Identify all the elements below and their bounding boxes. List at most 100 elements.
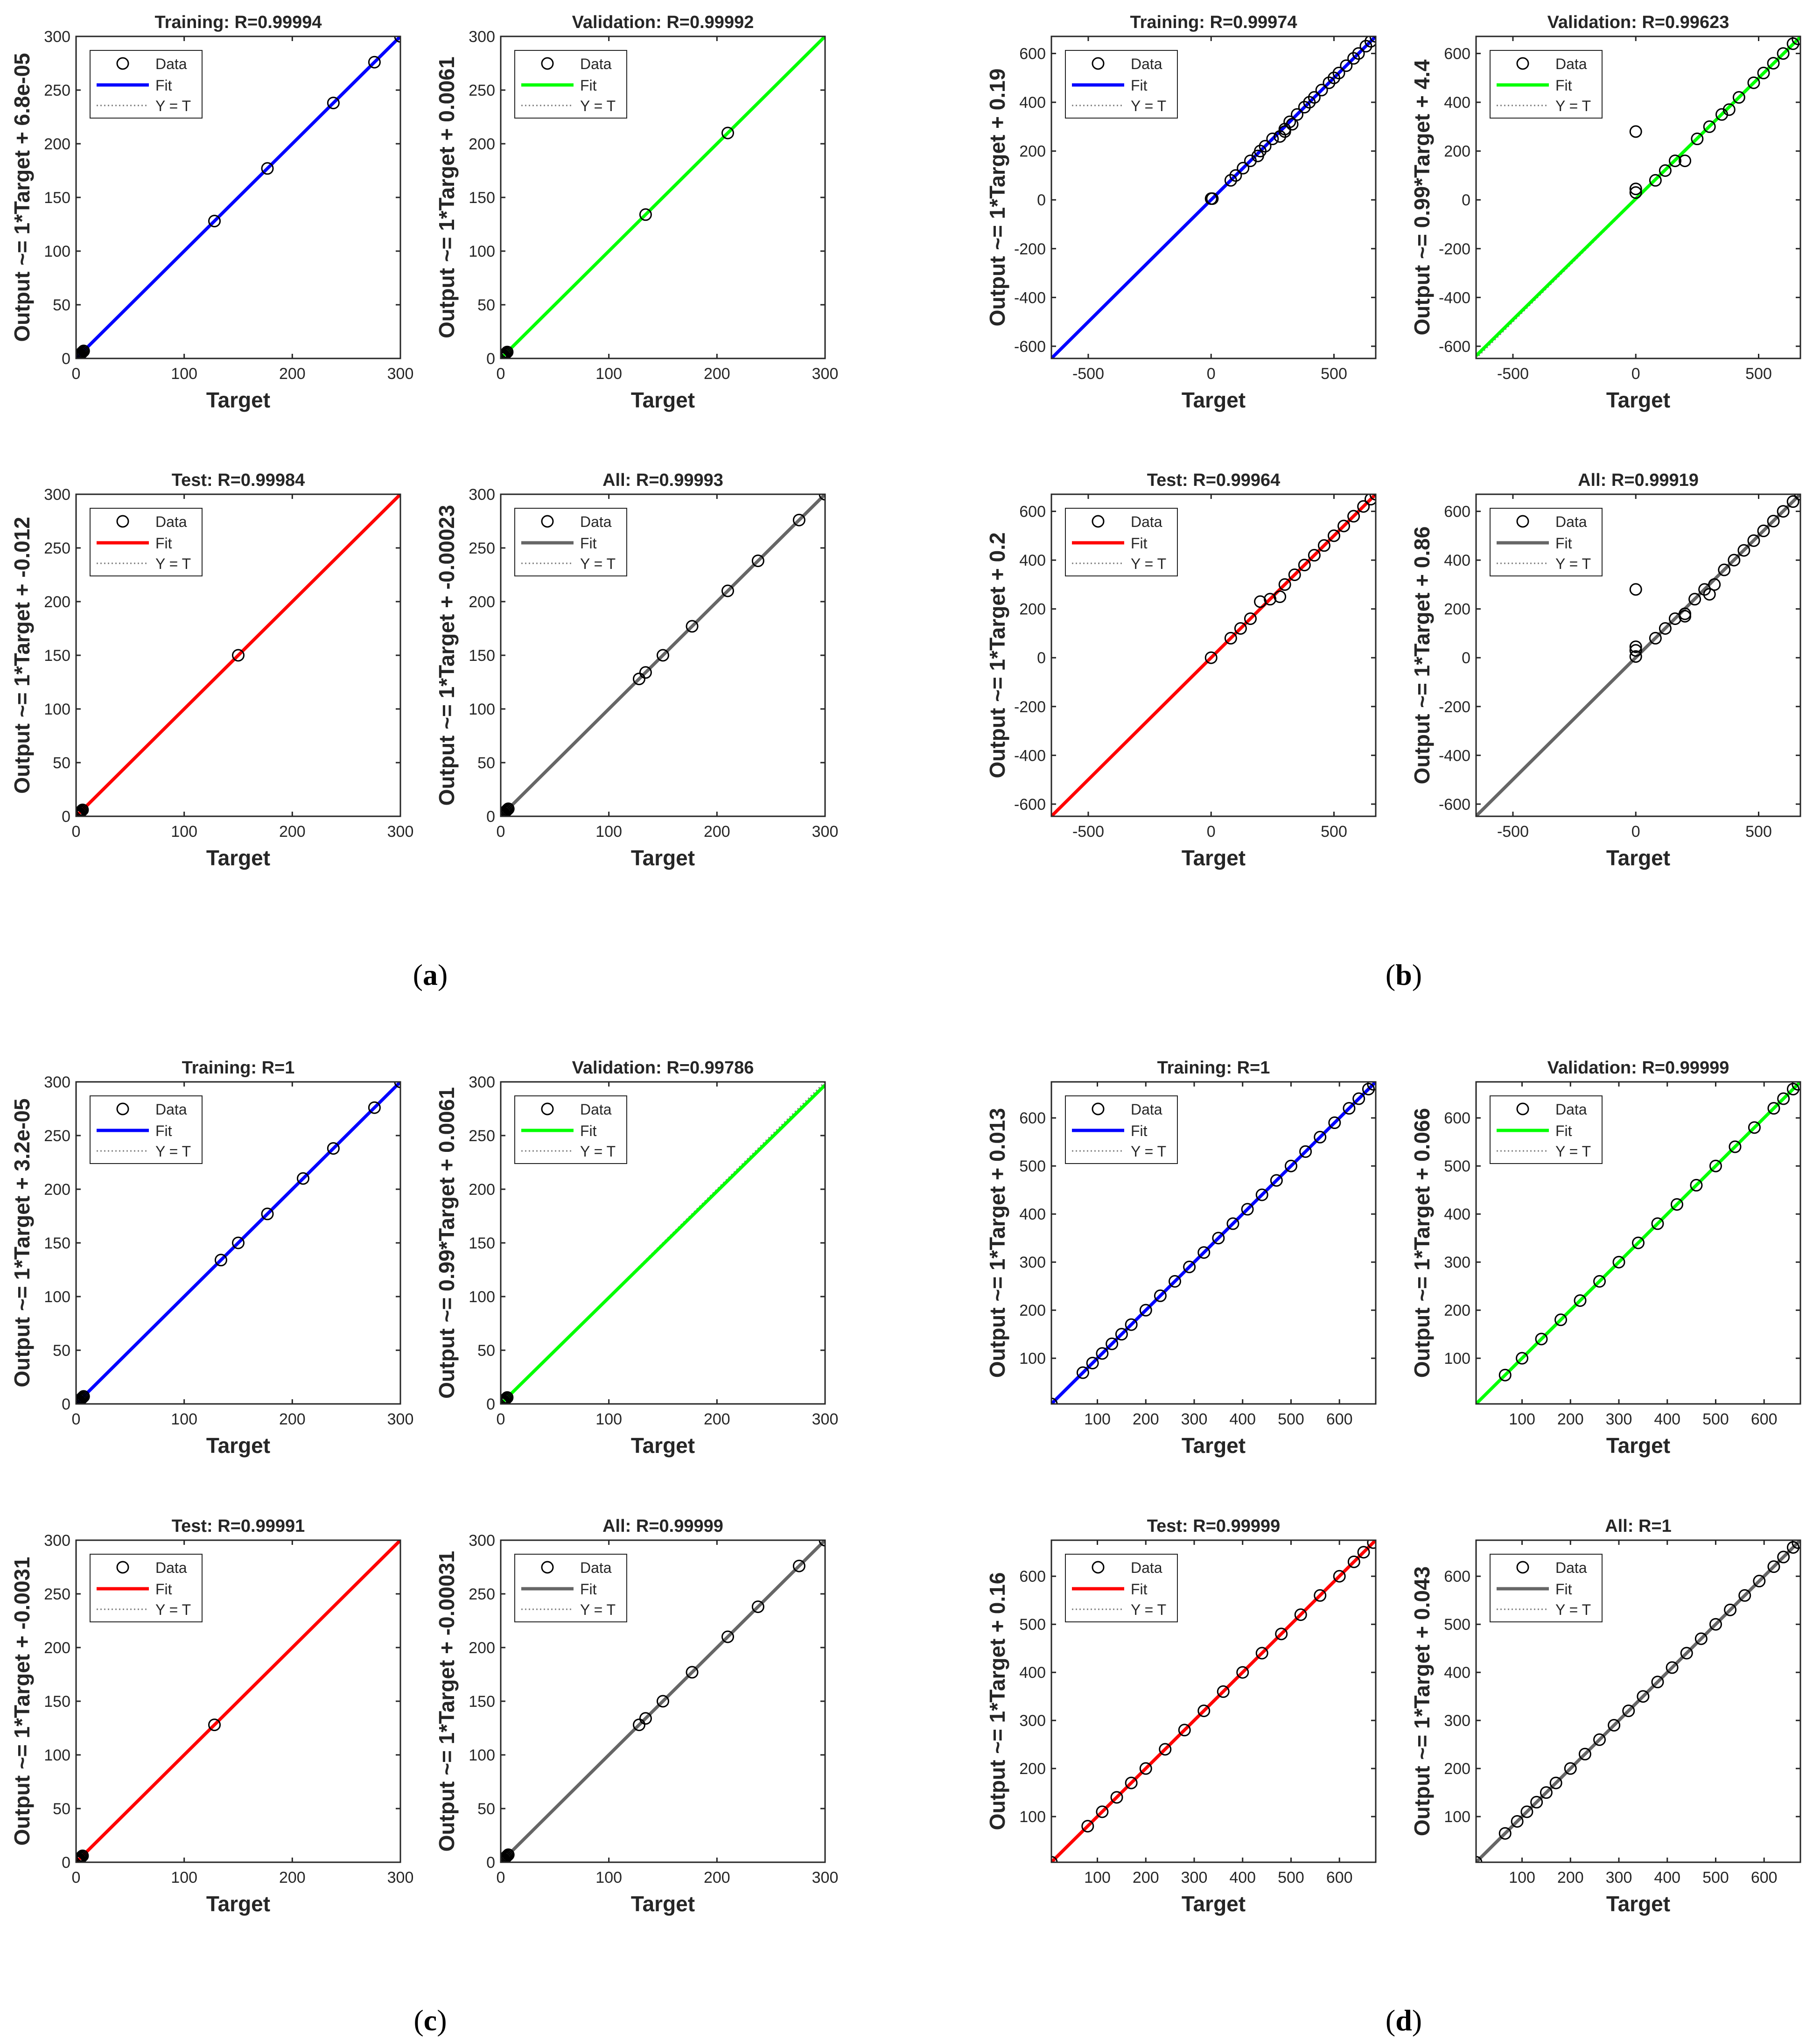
y-tick-label: 0	[62, 1854, 70, 1872]
data-point	[1629, 125, 1642, 138]
data-point	[501, 805, 513, 816]
plot-title: Test: R=0.99999	[1147, 1516, 1281, 1536]
legend-data-label: Data	[1131, 56, 1162, 72]
x-tick-label: 300	[1181, 1410, 1208, 1428]
plot-content	[501, 494, 825, 816]
data-point	[501, 1849, 514, 1862]
plot-title: Validation: R=0.99623	[1547, 13, 1729, 32]
caption-d: (d)	[1386, 2004, 1422, 2037]
data-point	[76, 1391, 89, 1404]
fit-line	[1476, 1540, 1800, 1862]
x-tick-label: 400	[1229, 1410, 1256, 1428]
legend-data-label: Data	[1131, 513, 1162, 530]
plot-title: Training: R=0.99974	[1130, 13, 1297, 32]
data-point	[501, 1851, 513, 1862]
y-axis-label: Output ~= 1*Target + 0.19	[985, 69, 1009, 327]
legend: Data Fit Y = T	[90, 1095, 203, 1164]
data-point	[1748, 1121, 1761, 1134]
data-point	[1792, 36, 1800, 45]
data-point	[1315, 84, 1328, 97]
data-point	[1777, 47, 1790, 60]
legend-data-label: Data	[580, 513, 612, 530]
y-tick-label: 300	[469, 486, 495, 504]
data-point	[1234, 622, 1247, 635]
data-point	[1535, 1333, 1548, 1346]
data-point	[1278, 125, 1291, 138]
y-tick-label: 150	[469, 647, 495, 665]
y-tick-label: 150	[44, 1693, 70, 1711]
legend-fit-label: Fit	[155, 1122, 172, 1139]
fit-line	[501, 494, 825, 816]
plot-content	[1051, 494, 1376, 816]
x-tick-label: 0	[497, 823, 505, 841]
x-tick-label: 200	[279, 365, 306, 383]
x-tick-label: 0	[1631, 823, 1640, 841]
data-point	[1786, 1541, 1799, 1554]
data-point	[1076, 1366, 1089, 1379]
legend: Data Fit Y = T	[1065, 1095, 1178, 1164]
y-tick-label: 500	[1019, 1157, 1046, 1175]
data-point	[1096, 1347, 1109, 1360]
data-point	[792, 513, 805, 526]
data-point	[1352, 47, 1365, 60]
plot-panel-b-3: -500 0 500 -600 -400 -200 0 200 400 600 Test: R=0.…	[985, 470, 1377, 870]
legend-fit-label: Fit	[1555, 1122, 1572, 1139]
legend-data-marker	[1516, 1561, 1529, 1574]
data-point	[1278, 578, 1291, 591]
data-point	[1574, 1294, 1587, 1307]
legend-fit-label: Fit	[580, 535, 597, 552]
plot-panel-a-3: 0 100 200 300 0 50 100 150 200 250 300 Test: R=0.99…	[10, 470, 413, 870]
data-point	[1314, 1589, 1327, 1602]
data-point	[1244, 612, 1257, 625]
x-tick-label: 100	[171, 1410, 197, 1428]
legend-fit-label: Fit	[1555, 77, 1572, 94]
data-point	[368, 56, 381, 69]
y-tick-label: 300	[44, 486, 70, 504]
x-tick-label: 0	[72, 365, 81, 383]
y-tick-label: 300	[44, 1073, 70, 1091]
plot-title: All: R=0.99999	[602, 1516, 723, 1536]
y-tick-label: 100	[469, 701, 495, 718]
plot-content	[76, 1540, 400, 1862]
y-tick-label: -600	[1014, 338, 1046, 356]
legend-ideal-label: Y = T	[1131, 98, 1166, 114]
legend-data-marker	[116, 57, 129, 70]
x-tick-label: 600	[1326, 1869, 1353, 1887]
y-tick-label: 200	[469, 1639, 495, 1657]
data-point	[751, 554, 764, 568]
data-point	[1115, 1328, 1128, 1341]
y-axis-label: Output ~= 1*Target + -0.012	[10, 517, 34, 794]
data-point	[721, 584, 734, 597]
data-point	[751, 1600, 764, 1613]
legend: Data Fit Y = T	[514, 1554, 627, 1622]
legend-ideal-label: Y = T	[155, 1601, 191, 1618]
y-tick-label: 600	[1019, 45, 1046, 63]
data-point	[76, 347, 88, 358]
legend: Data Fit Y = T	[1065, 508, 1178, 576]
data-point	[76, 1392, 88, 1404]
data-point	[77, 344, 90, 358]
plot-title: Validation: R=0.99999	[1547, 1058, 1729, 1078]
plot-title: Validation: R=0.99992	[572, 13, 754, 32]
x-axis-label: Target	[1606, 1433, 1670, 1458]
plot-panel-c-3: 0 100 200 300 0 50 100 150 200 250 300 Test: R=0.99…	[10, 1516, 413, 1916]
y-tick-label: 0	[1462, 191, 1470, 209]
data-point	[657, 649, 669, 662]
y-tick-label: 200	[469, 135, 495, 153]
plot-content	[76, 36, 400, 358]
plot-panel-b-2: -500 0 500 -600 -400 -200 0 200 400 600 Validation…	[1410, 13, 1801, 412]
y-tick-label: 50	[477, 1342, 495, 1360]
y-tick-label: 100	[1444, 1350, 1470, 1368]
data-point	[1511, 1815, 1524, 1828]
data-point	[1629, 644, 1642, 657]
y-tick-label: 0	[486, 1854, 495, 1872]
y-tick-label: 100	[1444, 1808, 1470, 1826]
legend-data-label: Data	[1555, 1559, 1587, 1576]
data-point	[1337, 519, 1351, 533]
data-point	[1254, 595, 1267, 608]
y-tick-label: 300	[44, 1532, 70, 1550]
x-tick-label: 100	[1084, 1869, 1111, 1887]
data-point	[1204, 651, 1218, 664]
data-point	[1516, 1352, 1529, 1365]
data-point	[639, 1712, 652, 1725]
